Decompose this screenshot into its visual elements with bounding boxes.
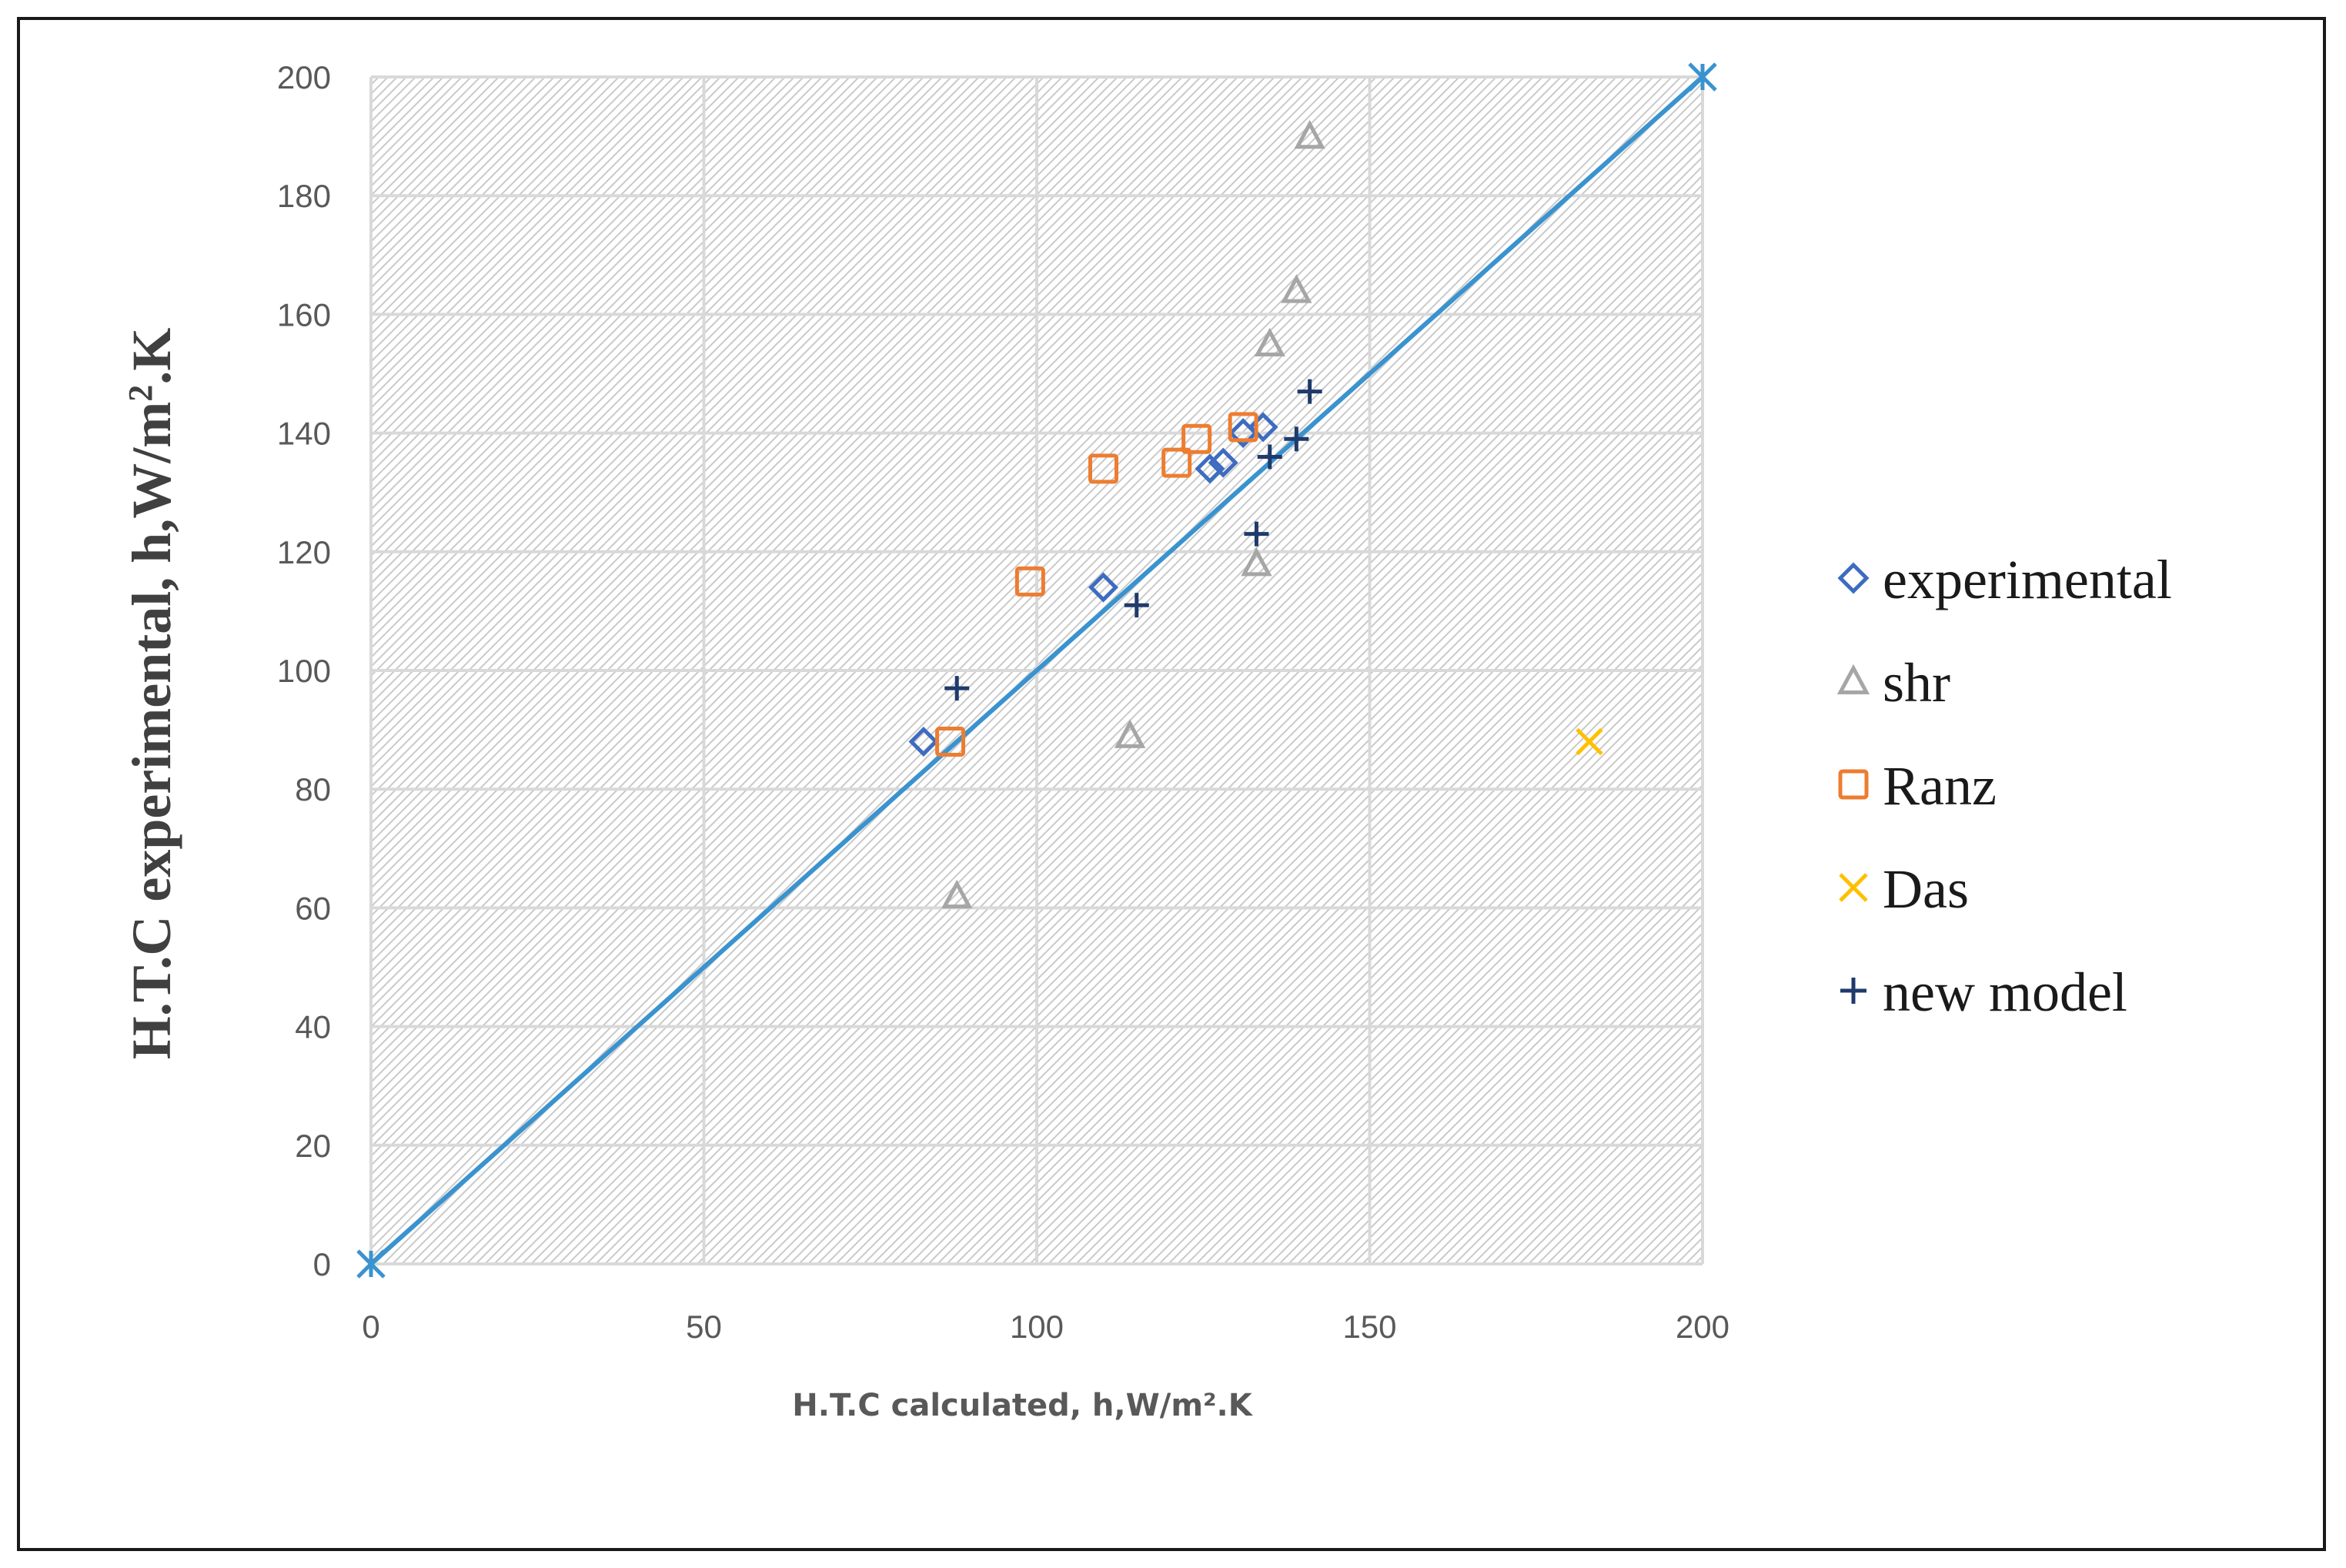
chart-frame: 0 20 40 60 80 100 120 140 160 180 200 0 50 100 150 200 … (17, 17, 2326, 1551)
shr-point (1241, 547, 1272, 577)
y-tick-label: 40 (295, 1009, 331, 1045)
legend-label-shr: shr (1883, 652, 1950, 714)
legend: experimental shr Ranz Das new model (1836, 549, 2172, 1023)
ranz-point (1088, 453, 1118, 484)
ranz-point (1014, 566, 1045, 597)
shr-point (1254, 327, 1285, 357)
legend-item-shr: shr (1836, 652, 1950, 714)
ranz-point (935, 727, 966, 757)
experimental-point (908, 726, 939, 757)
legend-marker-ranz (1838, 769, 1869, 800)
new-model-point (1297, 379, 1322, 404)
y-tick-label: 180 (277, 178, 331, 214)
new-model-point (1244, 521, 1269, 547)
legend-marker-shr (1836, 664, 1870, 694)
ranz-point (1228, 412, 1258, 443)
y-axis-title: H.T.C experimental, h,W/m2.K (121, 328, 182, 1060)
legend-item-ranz: Ranz (1838, 755, 1997, 817)
grid (369, 75, 1704, 1265)
shr-point (1114, 719, 1146, 748)
y-axis-title-main: H.T.C experimental, h,W/m (121, 402, 182, 1060)
das-point (1576, 727, 1603, 756)
y-axis-title-sup: 2 (122, 385, 159, 402)
legend-item-new-model: new model (1840, 961, 2127, 1023)
x-tick-label: 200 (1676, 1309, 1729, 1345)
y-tick-label: 160 (277, 296, 331, 333)
y-tick-label: 200 (277, 59, 331, 95)
y-tick-label: 100 (277, 653, 331, 689)
new-model-point (944, 676, 970, 701)
legend-label-das: Das (1883, 858, 1969, 920)
legend-marker-das (1839, 873, 1868, 902)
ranz-point (1161, 447, 1192, 478)
reference-line (356, 62, 1717, 1279)
legend-label-ranz: Ranz (1883, 755, 1997, 817)
y-tick-label: 0 (313, 1246, 331, 1282)
y-tick-label: 80 (295, 771, 331, 807)
legend-label-new-model: new model (1883, 961, 2127, 1023)
legend-item-experimental: experimental (1837, 549, 2172, 610)
y-axis-title-tail: .K (121, 328, 182, 385)
y-tick-label: 20 (295, 1128, 331, 1164)
x-tick-label: 150 (1342, 1309, 1396, 1345)
x-tick-label: 0 (362, 1309, 379, 1345)
reference-line-segment (369, 75, 1704, 1266)
y-tick-label: 140 (277, 416, 331, 452)
reference-line-endpoint (356, 1249, 386, 1279)
new-model-point (1284, 426, 1309, 452)
experimental-point (1195, 453, 1225, 484)
legend-marker-new-model (1840, 978, 1866, 1004)
tick-labels: 0 20 40 60 80 100 120 140 160 180 200 0 50 100 150 200 (277, 59, 1729, 1345)
y-tick-label: 60 (295, 890, 331, 926)
experimental-point (1208, 447, 1238, 478)
shr-point (1281, 274, 1312, 303)
experimental-point (1088, 572, 1119, 603)
reference-line-endpoint (1688, 62, 1717, 92)
x-tick-label: 100 (1010, 1309, 1064, 1345)
legend-item-das: Das (1839, 858, 1969, 920)
shr-point (941, 879, 973, 909)
x-axis-title: H.T.C calculated, h,W/m².K (792, 1388, 1253, 1423)
new-model-point (1257, 444, 1282, 470)
ranz-point (1181, 423, 1212, 454)
legend-marker-experimental (1837, 562, 1870, 594)
y-tick-label: 120 (277, 534, 331, 570)
data-points (908, 119, 1603, 909)
shr-point (1294, 119, 1325, 149)
x-tick-label: 50 (686, 1309, 722, 1345)
new-model-point (1124, 593, 1149, 618)
legend-label-experimental: experimental (1883, 549, 2172, 610)
